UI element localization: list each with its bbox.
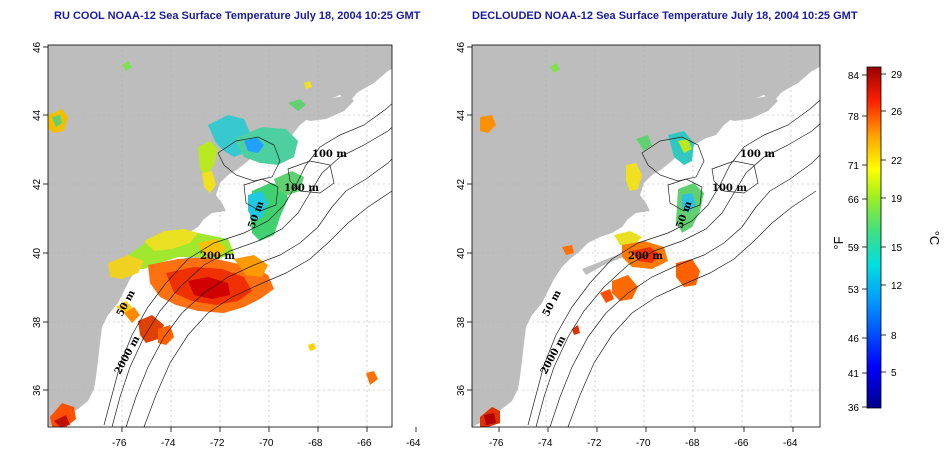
- fahrenheit-tick-label: 36: [848, 403, 860, 414]
- colorbar-gradient: [866, 66, 882, 409]
- fahrenheit-tick-label: 66: [848, 195, 860, 206]
- celsius-unit-label: °C: [927, 231, 942, 246]
- right-y-axis: 36 38 40 42 44 46: [456, 41, 472, 396]
- right-lon-tick-label: -70: [636, 438, 651, 449]
- fahrenheit-tick-label: 71: [848, 161, 860, 172]
- fahrenheit-tick-label: 46: [848, 334, 860, 345]
- left-map: 100 m 100 m 50 m 200 m 50 m 2000 m -76 -…: [32, 41, 421, 449]
- right-contour-label: 100 m: [712, 183, 747, 194]
- celsius-tick-label: 19: [891, 194, 903, 205]
- celsius-tick-label: 29: [891, 70, 903, 81]
- left-lon-tick-label: -76: [112, 438, 127, 449]
- left-x-axis: -76 -74 -72 -70 -68 -66 -64: [112, 427, 421, 449]
- left-lon-tick-label: -72: [210, 438, 225, 449]
- celsius-tick-label: 26: [891, 107, 903, 118]
- left-lat-tick-label: 46: [32, 41, 43, 53]
- right-lon-tick-label: -74: [538, 438, 553, 449]
- right-lat-tick-label: 36: [456, 384, 467, 396]
- fahrenheit-tick-label: 41: [848, 369, 860, 380]
- left-contour-label: 100 m: [312, 149, 347, 160]
- fahrenheit-unit-label: °F: [831, 236, 846, 249]
- right-lat-tick-label: 40: [456, 247, 467, 259]
- right-contour-label: 100 m: [740, 149, 775, 160]
- celsius-tick-label: 15: [891, 243, 903, 254]
- left-lon-tick-label: -74: [161, 438, 176, 449]
- left-lon-tick-label: -66: [357, 438, 372, 449]
- left-lon-tick-label: -64: [406, 438, 421, 449]
- celsius-tick-label: 8: [891, 331, 897, 342]
- left-lon-tick-label: -70: [259, 438, 274, 449]
- right-lon-tick-label: -76: [489, 438, 504, 449]
- left-lat-tick-label: 42: [32, 178, 43, 190]
- right-lat-tick-label: 42: [456, 178, 467, 190]
- right-lat-tick-label: 46: [456, 41, 467, 53]
- left-contour-label: 200 m: [200, 251, 235, 262]
- right-lat-tick-label: 38: [456, 316, 467, 328]
- right-lat-tick-label: 44: [456, 109, 467, 121]
- right-lon-tick-label: -68: [685, 438, 700, 449]
- right-contour-label: 200 m: [628, 251, 663, 262]
- left-lat-tick-label: 40: [32, 247, 43, 259]
- right-map-title: DECLOUDED NOAA-12 Sea Surface Temperatur…: [472, 10, 858, 22]
- left-map-title: RU COOL NOAA-12 Sea Surface Temperature …: [54, 10, 421, 22]
- right-x-axis: -76 -74 -72 -70 -68 -66 -64: [489, 427, 798, 449]
- fahrenheit-tick-label: 59: [848, 243, 860, 254]
- left-lat-tick-label: 38: [32, 316, 43, 328]
- right-lon-tick-label: -72: [587, 438, 602, 449]
- fahrenheit-tick-label: 78: [848, 112, 860, 123]
- left-lat-tick-label: 44: [32, 109, 43, 121]
- fahrenheit-tick-label: 53: [848, 285, 860, 296]
- left-contour-label: 100 m: [284, 183, 319, 194]
- celsius-tick-label: 12: [891, 281, 903, 292]
- left-lat-tick-label: 36: [32, 384, 43, 396]
- right-map: 100 m 100 m 50 m 200 m 50 m 2000 m -76 -…: [456, 41, 821, 449]
- left-lon-tick-label: -68: [308, 438, 323, 449]
- right-lon-tick-label: -66: [734, 438, 749, 449]
- left-sst-overlay: [48, 61, 378, 427]
- right-lon-tick-label: -64: [783, 438, 798, 449]
- temperature-colorbar: 84 78 71 66 59 53 46 41 36 29 26 22 19 1…: [831, 66, 942, 414]
- fahrenheit-tick-label: 84: [848, 71, 860, 82]
- left-y-axis: 36 38 40 42 44 46: [32, 41, 48, 396]
- celsius-tick-label: 5: [891, 368, 897, 379]
- celsius-tick-label: 22: [891, 156, 903, 167]
